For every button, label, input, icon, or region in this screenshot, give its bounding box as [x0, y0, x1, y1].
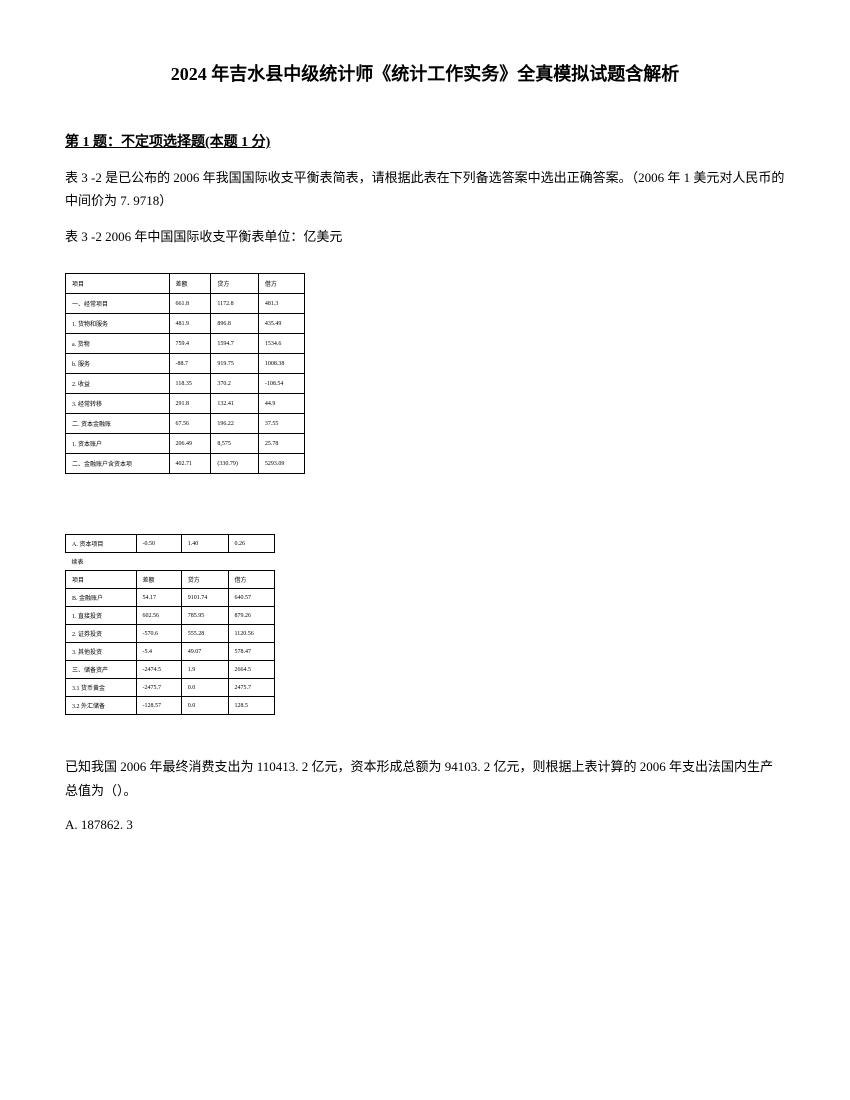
question-header-text: 第 1 题：不定项选择题(本题 1 分): [65, 135, 270, 150]
table-row: 项目 差额 贷方 借方: [66, 274, 305, 294]
table-cell: 差额: [169, 274, 211, 294]
table-row: B. 金融账户54.179101.74640.57: [66, 589, 275, 607]
question-header: 第 1 题：不定项选择题(本题 1 分): [65, 131, 785, 151]
option-a: A. 187862. 3: [65, 817, 785, 833]
page-title: 2024 年吉水县中级统计师《统计工作实务》全真模拟试题含解析: [65, 60, 785, 86]
table1-container: 项目 差额 贷方 借方 一、经常项目661.81172.8481.3 1. 货物…: [65, 273, 785, 715]
table-row: 三、储备资产-2474.51.92664.5: [66, 661, 275, 679]
table-row: 1. 直接投资602.56785.95879.26: [66, 607, 275, 625]
table-cell: 项目: [66, 274, 170, 294]
table2: A. 资本项目-0.501.400.26 续表 项目差额贷方借方 B. 金融账户…: [65, 534, 275, 715]
table-row: 二. 资本金融账67.56196.2237.55: [66, 414, 305, 434]
table-row: a. 货物759.41594.71534.6: [66, 334, 305, 354]
table-cell: 贷方: [211, 274, 259, 294]
table-row: 一、经常项目661.81172.8481.3: [66, 294, 305, 314]
final-section: 已知我国 2006 年最终消费支出为 110413. 2 亿元，资本形成总额为 …: [65, 755, 785, 833]
table-row: 续表: [66, 553, 275, 571]
table-row: 1. 资本账户206.498,57525.78: [66, 434, 305, 454]
table-row: 3.2 外汇储备-128.570.0128.5: [66, 697, 275, 715]
table-row: 二、金融账户含资本项402.71(330.79)5293.09: [66, 454, 305, 474]
table-row: 项目差额贷方借方: [66, 571, 275, 589]
table-row: b. 服务-88.7919.751008.38: [66, 354, 305, 374]
table-row: 2. 收益118.35370.2-108.54: [66, 374, 305, 394]
table-row: 3. 其他投资-5.449.07578.47: [66, 643, 275, 661]
table-cell: 借方: [258, 274, 304, 294]
table1: 项目 差额 贷方 借方 一、经常项目661.81172.8481.3 1. 货物…: [65, 273, 305, 474]
final-text: 已知我国 2006 年最终消费支出为 110413. 2 亿元，资本形成总额为 …: [65, 755, 785, 802]
table-row: A. 资本项目-0.501.400.26: [66, 535, 275, 553]
intro-text-2: 表 3 -2 2006 年中国国际收支平衡表单位：亿美元: [65, 225, 785, 248]
table-row: 3.1 货币黄金-2475.70.02475.7: [66, 679, 275, 697]
table-row: 2. 证券投资-570.6555.281120.56: [66, 625, 275, 643]
table-row: 1. 货物和服务481.9896.8435.49: [66, 314, 305, 334]
intro-text-1: 表 3 -2 是已公布的 2006 年我国国际收支平衡表简表，请根据此表在下列备…: [65, 166, 785, 213]
table-row: 3. 经常转移291.8132.4144.9: [66, 394, 305, 414]
